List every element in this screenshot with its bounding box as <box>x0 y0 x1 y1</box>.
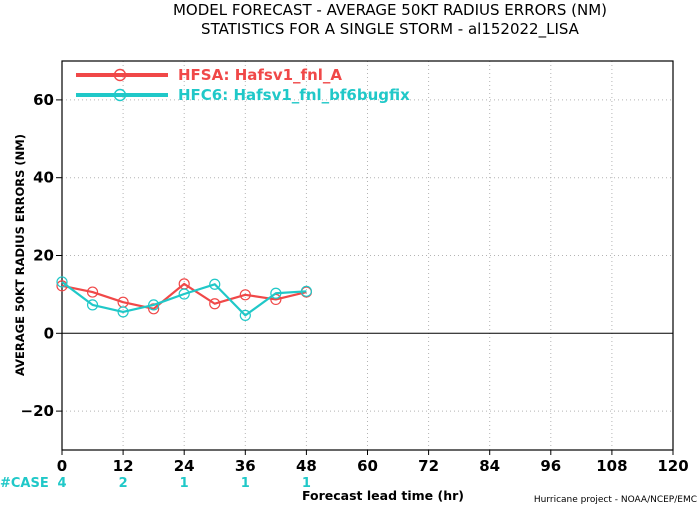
x-axis-ticks: 0 12 24 36 48 60 72 84 96 108 120 <box>57 450 689 475</box>
legend-entry-1: HFSA: Hafsv1_fnl_A <box>76 66 342 84</box>
data-point <box>56 276 68 288</box>
series-2 <box>56 276 312 322</box>
legend: HFSA: Hafsv1_fnl_A HFC6: Hafsv1_fnl_bf6bu… <box>76 66 410 104</box>
y-tick-label: 0 <box>44 324 54 342</box>
x-tick-label: 72 <box>418 457 439 475</box>
x-tick-label: 48 <box>296 457 317 475</box>
legend-label: HFC6: Hafsv1_fnl_bf6bugfix <box>178 86 410 104</box>
x-tick-label: 108 <box>596 457 627 475</box>
chart-subtitle: STATISTICS FOR A SINGLE STORM - al152022… <box>201 20 580 39</box>
x-tick-label: 96 <box>540 457 561 475</box>
legend-marker <box>113 68 127 82</box>
data-point <box>209 278 221 290</box>
y-tick-label: 40 <box>33 169 54 187</box>
legend-marker <box>113 88 127 102</box>
case-count: 1 <box>180 476 189 491</box>
x-tick-label: 0 <box>57 457 67 475</box>
data-point <box>148 299 160 311</box>
y-tick-label: 20 <box>33 247 54 265</box>
data-point <box>86 286 99 298</box>
x-tick-label: 24 <box>174 457 195 475</box>
case-count: 2 <box>119 476 128 491</box>
series-line <box>61 282 307 310</box>
data-point <box>117 306 129 318</box>
data-point <box>300 285 312 297</box>
grid <box>62 61 673 450</box>
case-counts: #CASE 4 2 1 1 1 <box>0 476 311 491</box>
data-point <box>239 289 251 301</box>
series-layer <box>56 276 312 322</box>
x-tick-label: 84 <box>479 457 500 475</box>
legend-entry-2: HFC6: Hafsv1_fnl_bf6bugfix <box>76 86 410 104</box>
x-axis-label: Forecast lead time (hr) <box>302 488 464 503</box>
x-tick-label: 60 <box>357 457 378 475</box>
data-point <box>178 288 190 300</box>
y-axis-ticks: −20 0 20 40 60 <box>21 91 62 420</box>
y-tick-label: 60 <box>33 91 54 109</box>
case-count: 1 <box>241 476 250 491</box>
x-tick-label: 36 <box>235 457 256 475</box>
data-point <box>239 309 251 322</box>
x-tick-label: 120 <box>657 457 688 475</box>
legend-label: HFSA: Hafsv1_fnl_A <box>178 66 342 84</box>
chart-title: MODEL FORECAST - AVERAGE 50KT RADIUS ERR… <box>173 1 607 19</box>
data-point <box>270 287 282 299</box>
data-point <box>86 299 99 311</box>
y-axis-label: AVERAGE 50KT RADIUS ERRORS (NM) <box>13 134 27 376</box>
plot-frame <box>61 60 674 451</box>
case-count: 4 <box>57 476 66 491</box>
case-label: #CASE <box>0 476 49 491</box>
y-tick-label: −20 <box>21 402 54 420</box>
x-tick-label: 12 <box>113 457 134 475</box>
credit-text: Hurricane project - NOAA/NCEP/EMC <box>534 495 697 505</box>
series-line <box>61 281 307 317</box>
data-point <box>209 298 221 310</box>
case-count: 1 <box>302 476 311 491</box>
